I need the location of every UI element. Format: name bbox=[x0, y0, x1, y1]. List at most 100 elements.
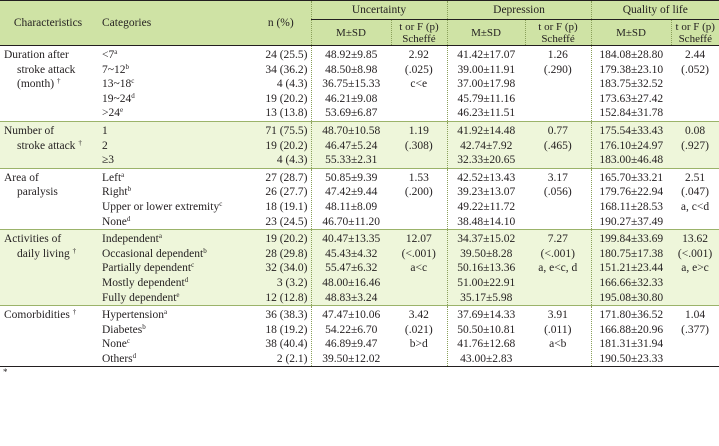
category-label: Mostly dependentd bbox=[102, 276, 248, 291]
qol-stat-cell: 13.62 (<.001) a, e>c bbox=[671, 229, 719, 307]
uncertainty-msd-value: 46.70±11.20 bbox=[322, 215, 381, 228]
category-label: 19~24d bbox=[102, 92, 248, 107]
uncertainty-msd-cell: 47.47±10.06 54.22±6.70 46.89±9.47 39.50±12.… bbox=[310, 305, 391, 368]
n-percent-value: 4 (4.3) bbox=[276, 154, 308, 167]
categories-cell: 1 2 ≥3 bbox=[96, 121, 251, 169]
category-text: Left bbox=[102, 171, 122, 184]
category-label: 13~18c bbox=[102, 77, 248, 92]
depression-msd-value: 41.42±17.07 bbox=[457, 49, 516, 61]
depression-stat-value: (.011) bbox=[544, 323, 572, 336]
n-percent-cell: 71 (75.5) 19 (20.2) 4 (4.3) bbox=[251, 121, 311, 169]
depression-msd-value: 50.50±10.81 bbox=[457, 323, 516, 336]
category-text: ≥3 bbox=[102, 154, 115, 167]
table-group: Duration after stroke attack (month) † <7a 7… bbox=[0, 45, 719, 122]
depression-msd-value: 42.74±7.92 bbox=[460, 139, 513, 152]
categories-cell: Hypertensiona Diabetesb Nonec Othersd bbox=[96, 305, 251, 368]
depression-stat-value: 3.91 bbox=[547, 309, 568, 322]
category-text: Occasional dependent bbox=[102, 247, 204, 260]
depression-stat-value: (<.001) bbox=[540, 247, 575, 260]
header-qol-stat: t or F (p) Scheffé bbox=[670, 19, 719, 46]
uncertainty-msd-cell: 48.70±10.58 46.47±5.24 55.33±2.31 bbox=[310, 121, 391, 169]
category-superscript: e bbox=[176, 290, 180, 299]
category-label: Rightb bbox=[102, 185, 248, 200]
qol-msd-value: 168.11±28.53 bbox=[599, 200, 663, 213]
characteristic-label: Comorbidities † bbox=[4, 308, 93, 323]
uncertainty-stat-value: c<e bbox=[410, 78, 428, 91]
uncertainty-stat-value: 2.92 bbox=[408, 49, 429, 61]
uncertainty-msd-value: 46.21±9.08 bbox=[325, 92, 378, 105]
category-label: Partially dependentc bbox=[102, 261, 248, 276]
uncertainty-stat-cell: 1.53 (.200) bbox=[391, 168, 448, 231]
n-percent-value: 13 (13.8) bbox=[265, 107, 308, 120]
depression-msd-value: 39.00±11.91 bbox=[457, 63, 516, 76]
depression-msd-value: 34.37±15.02 bbox=[457, 233, 516, 246]
depression-stat-value: (.056) bbox=[543, 186, 572, 199]
qol-msd-value: 180.75±17.38 bbox=[599, 247, 664, 260]
uncertainty-msd-value: 46.47±5.24 bbox=[325, 139, 378, 152]
category-superscript: a bbox=[163, 308, 168, 317]
category-text: Mostly dependent bbox=[102, 276, 185, 289]
uncertainty-stat-cell: 1.19 (.308) bbox=[391, 121, 448, 169]
table-row: Activities of daily living † Independenta O… bbox=[0, 229, 719, 307]
n-percent-value: 24 (25.5) bbox=[265, 49, 308, 61]
depression-msd-value: 50.16±13.36 bbox=[457, 262, 516, 275]
category-label: Independenta bbox=[102, 232, 248, 247]
uncertainty-msd-value: 48.11±8.09 bbox=[325, 200, 378, 213]
depression-msd-cell: 41.42±17.07 39.00±11.91 37.00±17.98 45.79±1… bbox=[446, 45, 526, 122]
qol-msd-value: 151.21±23.44 bbox=[599, 262, 664, 275]
qol-msd-value: 183.00±46.48 bbox=[599, 154, 664, 167]
uncertainty-msd-value: 48.00±16.46 bbox=[322, 276, 381, 289]
header-depression: Depression bbox=[446, 0, 592, 20]
category-superscript: d bbox=[126, 214, 131, 223]
categories-cell: Independenta Occasional dependentb Partial… bbox=[96, 229, 251, 307]
table-group: Comorbidities † Hypertensiona Diabetesb Non… bbox=[0, 305, 719, 368]
n-percent-value: 28 (29.8) bbox=[265, 247, 308, 260]
header-n: n (%) bbox=[251, 0, 311, 46]
category-text: Diabetes bbox=[102, 323, 143, 336]
n-percent-value: 19 (20.2) bbox=[265, 233, 308, 246]
depression-stat-cell: 7.27 (<.001) a, e<c, d bbox=[525, 229, 592, 307]
category-label: <7a bbox=[102, 48, 248, 63]
uncertainty-msd-value: 39.50±12.02 bbox=[322, 352, 381, 365]
depression-stat-cell: 1.26 (.290) bbox=[525, 45, 592, 122]
qol-stat-value: (.052) bbox=[681, 63, 709, 76]
n-percent-value: 19 (20.2) bbox=[265, 139, 308, 152]
uncertainty-stat-value: (<.001) bbox=[401, 247, 436, 260]
characteristic-cell: Number of stroke attack † bbox=[0, 121, 96, 169]
category-text: Partially dependent bbox=[102, 262, 192, 275]
qol-msd-value: 175.54±33.43 bbox=[599, 124, 664, 137]
qol-stat-value: 0.08 bbox=[684, 124, 706, 137]
category-text: Right bbox=[102, 186, 128, 199]
uncertainty-msd-value: 45.43±4.32 bbox=[325, 247, 378, 260]
header-qol-msd: M±SD bbox=[590, 19, 672, 46]
qol-stat-cell: 1.04 (.377) bbox=[671, 305, 719, 368]
uncertainty-msd-value: 46.89±9.47 bbox=[325, 338, 378, 351]
qol-stat-value: (.047) bbox=[681, 186, 709, 199]
category-text: Hypertension bbox=[102, 309, 164, 322]
category-text: 1 bbox=[102, 124, 108, 137]
qol-msd-value: 165.70±33.21 bbox=[599, 171, 664, 184]
depression-msd-value: 41.92±14.48 bbox=[457, 124, 516, 137]
depression-stat-value: 0.77 bbox=[547, 124, 568, 137]
category-label: 1 bbox=[102, 124, 248, 139]
uncertainty-msd-value: 36.75±15.33 bbox=[322, 78, 381, 91]
characteristic-text: Comorbidities bbox=[4, 309, 70, 322]
characteristic-cell: Activities of daily living † bbox=[0, 229, 96, 307]
qol-msd-cell: 184.08±28.80 179.38±23.10 183.75±32.52 173.… bbox=[590, 45, 672, 122]
category-text: 13~18 bbox=[102, 78, 132, 91]
qol-msd-value: 179.38±23.10 bbox=[599, 63, 664, 76]
uncertainty-stat-cell: 3.42 (.021) b>d bbox=[391, 305, 448, 368]
uncertainty-stat-value: a<c bbox=[410, 262, 428, 275]
uncertainty-msd-value: 54.22±6.70 bbox=[325, 323, 378, 336]
uncertainty-stat-value: b>d bbox=[409, 338, 428, 351]
n-percent-value: 38 (40.4) bbox=[265, 338, 308, 351]
category-label: Upper or lower extremityc bbox=[102, 200, 248, 215]
n-percent-value: 26 (27.7) bbox=[265, 186, 308, 199]
depression-stat-value: a<b bbox=[549, 338, 567, 351]
uncertainty-msd-value: 40.47±13.35 bbox=[322, 233, 381, 246]
category-label: ≥3 bbox=[102, 153, 248, 168]
category-text: 7~12 bbox=[102, 63, 126, 76]
uncertainty-msd-value: 47.47±10.06 bbox=[322, 309, 381, 322]
category-text: None bbox=[102, 215, 127, 228]
table-row: Number of stroke attack † 1 2 ≥3 71 (75.5) 19 … bbox=[0, 121, 719, 169]
